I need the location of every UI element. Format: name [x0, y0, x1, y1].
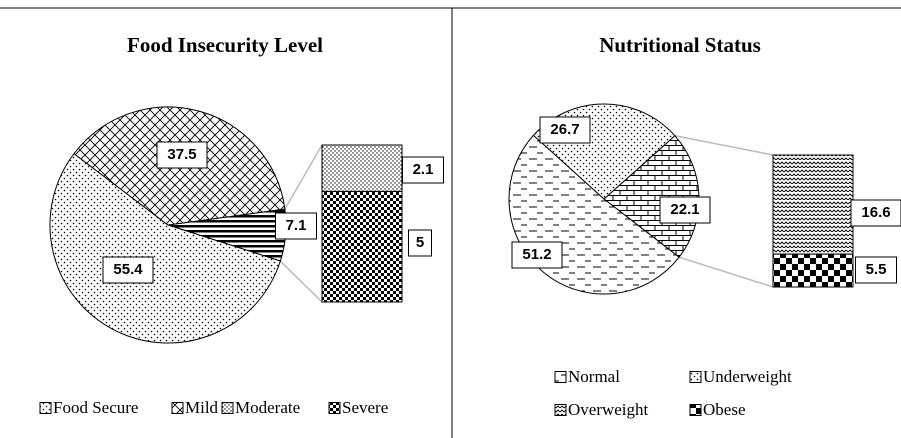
pie-slice — [49, 152, 281, 344]
legend-label: Food Secure — [53, 398, 138, 417]
bar-segment — [321, 190, 403, 303]
data-label-box — [275, 212, 317, 240]
legend-swatch — [689, 404, 702, 416]
data-label-text: 55.4 — [113, 261, 143, 278]
legend-swatch — [689, 371, 702, 383]
data-label-box — [855, 256, 897, 284]
bar-segment — [321, 144, 403, 192]
data-label-box — [402, 156, 444, 184]
data-label-box — [850, 199, 901, 227]
connector — [674, 134, 774, 156]
legend-label: Moderate — [235, 398, 300, 417]
data-label-text: 2.1 — [413, 161, 434, 178]
legend-swatch — [221, 402, 234, 414]
data-label: 5 — [408, 229, 432, 257]
data-label: 22.1 — [659, 196, 711, 224]
data-label-box — [511, 241, 563, 269]
data-label: 26.7 — [539, 116, 591, 144]
connector — [678, 256, 774, 288]
bar-segment — [772, 253, 854, 288]
data-label-text: 51.2 — [522, 246, 551, 263]
legend-swatch — [554, 371, 567, 383]
data-label-box — [539, 116, 591, 144]
data-label: 16.6 — [850, 199, 901, 227]
legend-swatch — [171, 402, 184, 414]
pie-slice — [603, 134, 700, 258]
legend-label: Severe — [342, 398, 388, 417]
data-label: 37.5 — [156, 141, 208, 169]
legend-swatch — [554, 404, 567, 416]
legend-label: Mild — [185, 398, 219, 417]
data-label: 51.2 — [511, 241, 563, 269]
data-label-box — [659, 196, 711, 224]
legend-swatch — [39, 402, 52, 414]
chart-title: Food Insecurity Level — [127, 33, 323, 57]
data-label: 5.5 — [855, 256, 897, 284]
connector — [284, 144, 323, 210]
legend-label: Underweight — [703, 367, 792, 386]
data-label: 7.1 — [275, 212, 317, 240]
chart-title: Nutritional Status — [599, 33, 761, 57]
legend-label: Overweight — [568, 400, 649, 419]
data-label-text: 16.6 — [861, 204, 890, 221]
data-label-box — [102, 256, 154, 284]
connector — [279, 260, 323, 303]
data-label-text: 26.7 — [550, 121, 579, 138]
legend-label: Obese — [703, 400, 745, 419]
data-label: 2.1 — [402, 156, 444, 184]
legend-label: Normal — [568, 367, 620, 386]
data-label-text: 37.5 — [167, 146, 196, 163]
data-label-text: 22.1 — [670, 201, 699, 218]
data-label-text: 5.5 — [866, 261, 887, 278]
data-label-box — [156, 141, 208, 169]
data-label-text: 5 — [416, 234, 424, 251]
bar-segment — [772, 154, 854, 255]
legend-swatch — [328, 402, 341, 414]
data-label: 55.4 — [102, 256, 154, 284]
data-label-text: 7.1 — [286, 217, 307, 234]
data-label-box — [408, 229, 432, 257]
